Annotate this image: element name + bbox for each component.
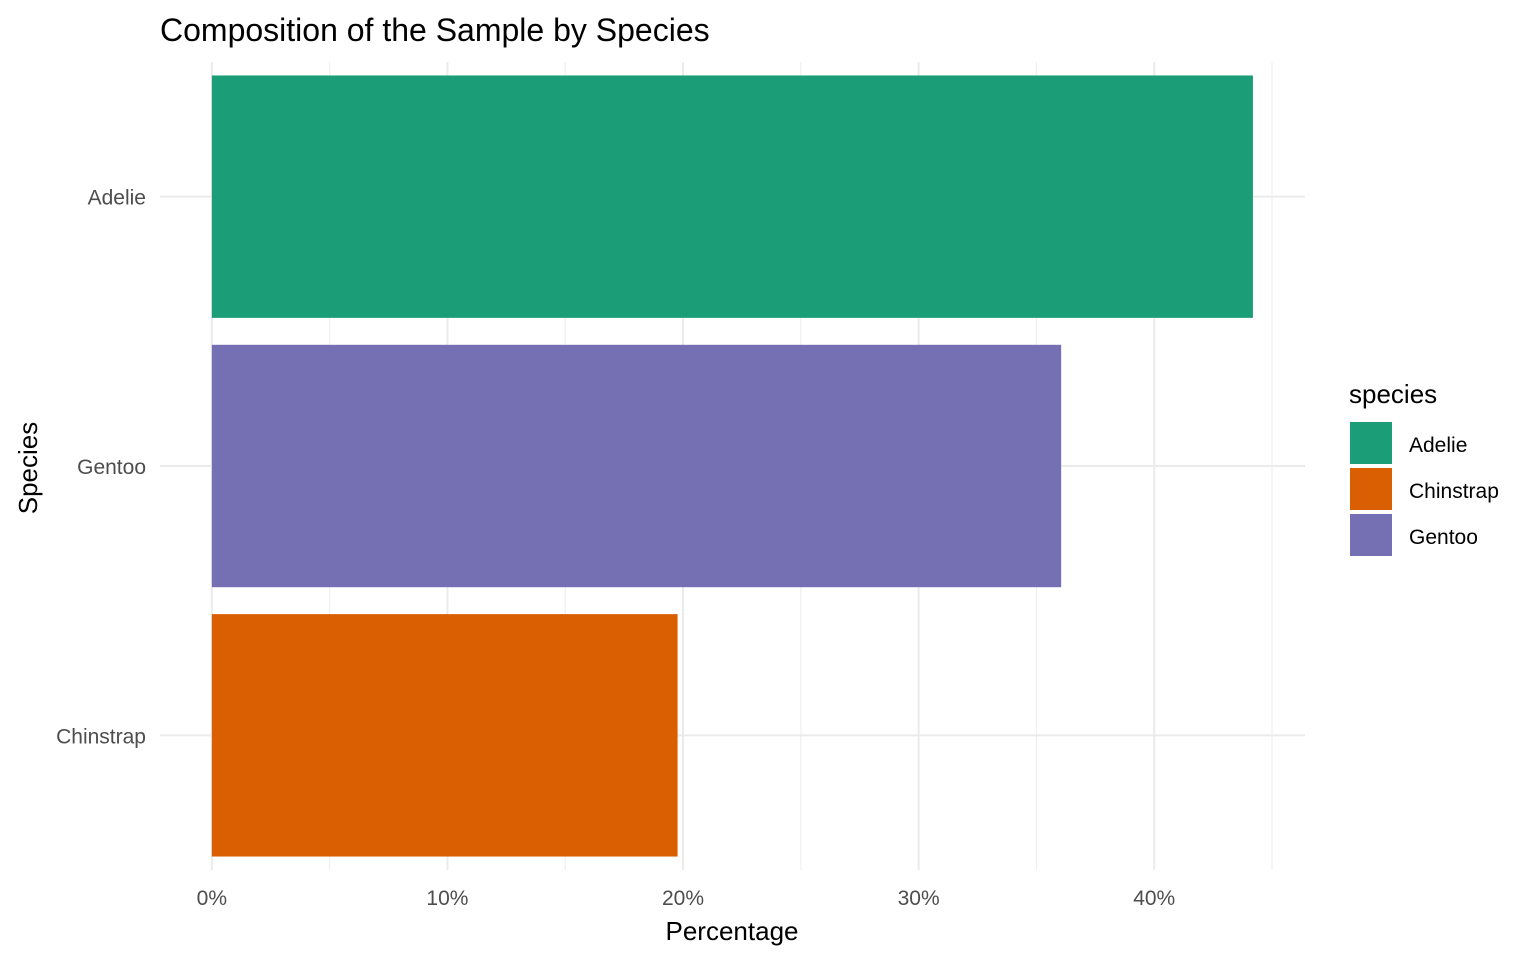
- x-axis-title: Percentage: [666, 916, 799, 946]
- bar-adelie: [211, 75, 1253, 318]
- x-tick-label: 40%: [1133, 887, 1175, 910]
- chart-title: Composition of the Sample by Species: [160, 12, 710, 48]
- legend-key-adelie: [1350, 422, 1392, 464]
- x-tick-label: 20%: [662, 887, 704, 910]
- legend-key-gentoo: [1350, 514, 1392, 556]
- y-tick-label: Adelie: [88, 187, 146, 210]
- legend: species Adelie Chinstrap Gentoo: [1349, 379, 1499, 556]
- legend-label: Adelie: [1409, 434, 1467, 457]
- x-tick-label: 10%: [426, 887, 468, 910]
- bars: [211, 75, 1253, 857]
- bar-gentoo: [211, 344, 1062, 588]
- x-tick-label: 0%: [197, 887, 227, 910]
- legend-title: species: [1349, 379, 1437, 409]
- bar-chinstrap: [211, 614, 678, 857]
- legend-label: Gentoo: [1409, 526, 1478, 549]
- y-tick-label: Chinstrap: [56, 725, 146, 748]
- x-tick-label: 30%: [898, 887, 940, 910]
- x-axis-ticks: 0% 10% 20% 30% 40%: [197, 887, 1176, 910]
- legend-key-chinstrap: [1350, 468, 1392, 510]
- y-axis-title: Species: [13, 422, 43, 515]
- legend-label: Chinstrap: [1409, 480, 1499, 503]
- y-axis-ticks: Adelie Gentoo Chinstrap: [56, 187, 146, 749]
- y-tick-label: Gentoo: [77, 456, 146, 479]
